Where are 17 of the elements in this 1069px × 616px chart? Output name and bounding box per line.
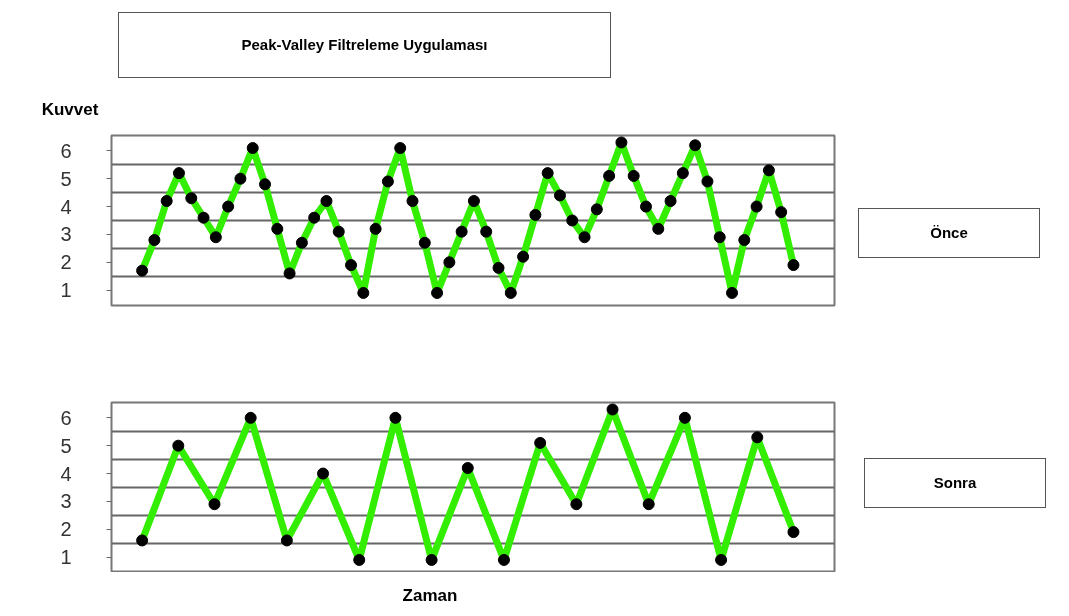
y-tick-label: 1 bbox=[60, 279, 72, 302]
y-tick-label: 3 bbox=[60, 490, 72, 513]
y-tick-label: 6 bbox=[60, 139, 72, 162]
y-tick-label: 2 bbox=[60, 518, 72, 541]
y-tick-label: 4 bbox=[60, 195, 72, 218]
y-axis-title: Kuvvet bbox=[41, 98, 99, 121]
y-tick-label: 2 bbox=[60, 251, 72, 274]
y-tick-label: 6 bbox=[60, 406, 72, 429]
y-tick-label: 5 bbox=[60, 434, 72, 457]
y-tick-label: 3 bbox=[60, 223, 72, 246]
chart-title: Peak-Valley Filtreleme Uygulaması bbox=[241, 35, 488, 56]
x-axis-title: Zaman bbox=[402, 584, 458, 607]
text: Sonra bbox=[933, 473, 977, 494]
y-tick-label: 1 bbox=[60, 546, 72, 569]
y-tick-label: 4 bbox=[60, 462, 72, 485]
text: Önce bbox=[930, 223, 968, 244]
y-tick-label: 5 bbox=[60, 167, 72, 190]
